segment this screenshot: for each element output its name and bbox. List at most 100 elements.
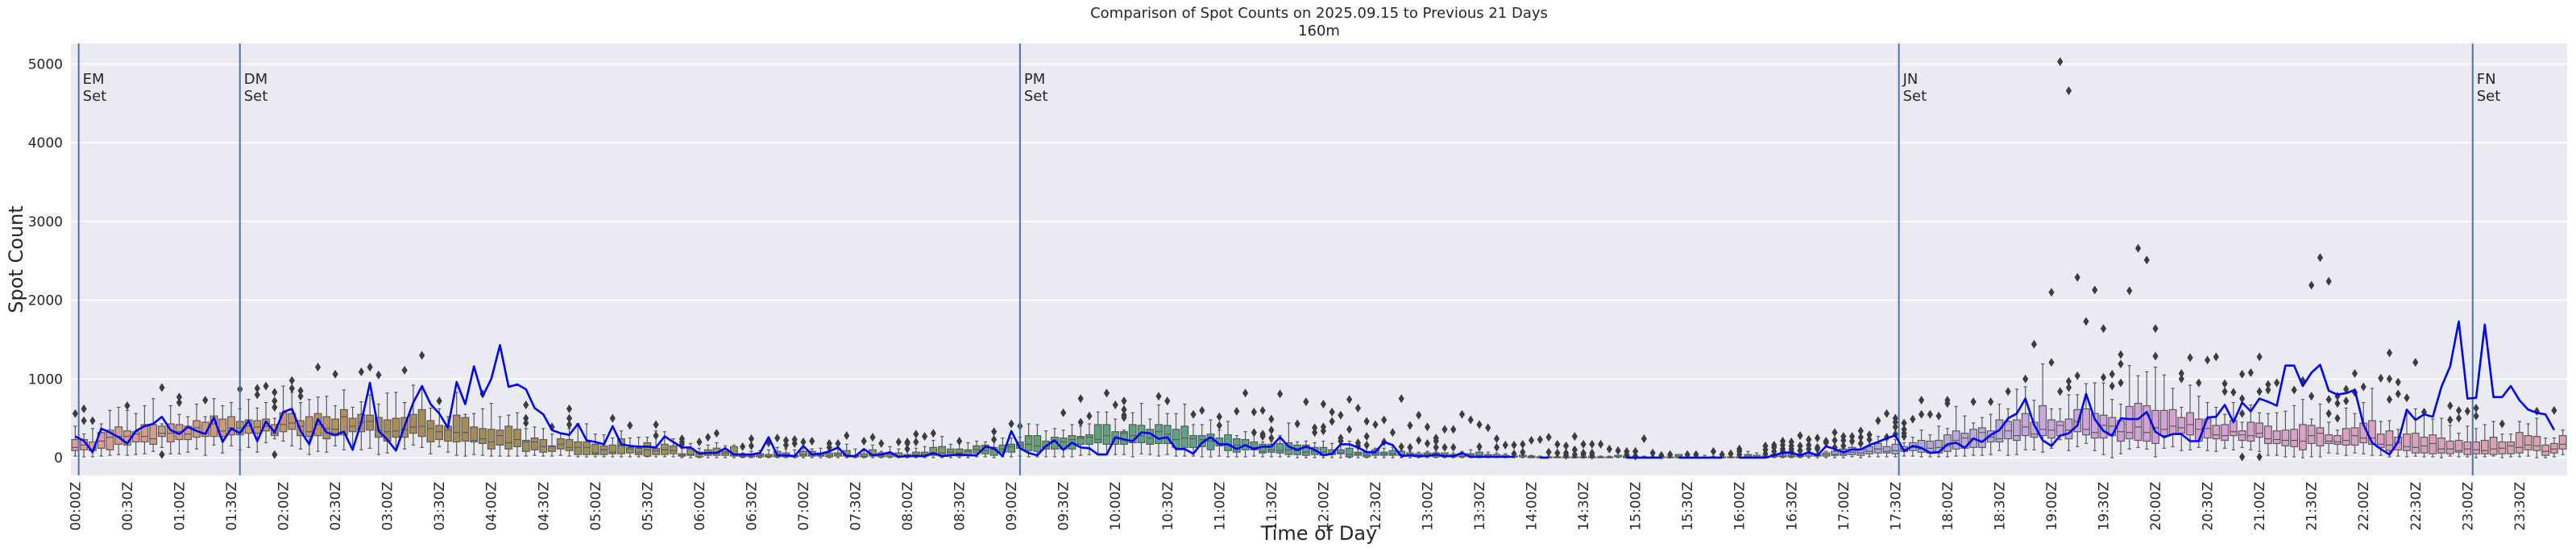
box-iqr	[574, 441, 583, 455]
today-line	[74, 320, 2556, 459]
x-tick-label: 07:00Z	[796, 482, 812, 531]
box-05:30Z	[643, 437, 652, 458]
outlier-point	[1320, 426, 1326, 436]
x-tick-label: 03:30Z	[432, 482, 448, 531]
x-tick-label: 14:00Z	[1524, 482, 1541, 531]
box-03:25Z	[426, 407, 435, 454]
outlier-point	[375, 370, 382, 380]
box-iqr	[2541, 444, 2550, 456]
box-16:50Z	[1822, 450, 1831, 458]
x-axis-label: Time of Day	[1260, 522, 1378, 545]
box-18:35Z	[2004, 408, 2013, 456]
x-tick-label: 15:00Z	[1628, 482, 1645, 531]
outlier-point	[2256, 352, 2263, 362]
x-tick-label: 20:30Z	[2201, 482, 2217, 531]
box-03:40Z	[452, 392, 461, 456]
y-tick-label: 0	[54, 450, 63, 467]
outlier-point	[2065, 383, 2072, 392]
outlier-point	[2386, 374, 2393, 384]
box-iqr	[504, 425, 513, 450]
outlier-point	[1562, 441, 1570, 450]
box-09:10Z	[1024, 423, 1033, 458]
x-tick-label: 23:30Z	[2512, 482, 2528, 531]
outlier-point	[2126, 286, 2133, 296]
outlier-point	[2022, 374, 2029, 384]
box-22:40Z	[2429, 418, 2437, 458]
outlier-point	[1927, 409, 1933, 419]
plot-area	[71, 44, 2567, 475]
box-iqr	[417, 409, 426, 438]
outlier-point	[2118, 350, 2124, 359]
box-iqr	[2255, 422, 2264, 438]
box-iqr	[2143, 404, 2151, 442]
box-04:15Z	[513, 412, 521, 457]
box-iqr	[2385, 430, 2394, 451]
outlier-point	[2065, 376, 2072, 386]
set-line-label: Set	[1024, 88, 1048, 105]
outlier-point	[1970, 397, 1977, 407]
outlier-point	[549, 422, 555, 432]
box-11:30Z	[1267, 440, 1276, 458]
x-tick-label: 06:30Z	[744, 482, 760, 531]
box-02:40Z	[348, 406, 357, 449]
outlier-point	[844, 431, 850, 441]
box-00:30Z	[123, 409, 131, 456]
box-22:15Z	[2385, 420, 2394, 458]
outlier-point	[1589, 450, 1595, 460]
box-00:25Z	[114, 406, 123, 455]
outlier-point	[1199, 405, 1205, 415]
outlier-point	[991, 435, 998, 445]
box-04:25Z	[530, 426, 539, 456]
box-iqr	[530, 437, 539, 450]
box-21:35Z	[2316, 403, 2325, 458]
outlier-point	[1571, 450, 1578, 459]
outlier-point	[1381, 415, 1388, 425]
outlier-point	[748, 441, 755, 450]
box-04:30Z	[539, 428, 548, 457]
box-03:55Z	[479, 408, 487, 456]
outlier-point	[713, 429, 720, 438]
outlier-point	[1797, 431, 1803, 441]
outlier-point	[523, 413, 529, 423]
outlier-point	[1112, 400, 1118, 410]
outlier-point	[1329, 417, 1335, 426]
outlier-point	[1797, 446, 1803, 455]
outlier-point	[2152, 324, 2159, 334]
box-iqr	[2316, 427, 2325, 446]
outlier-point	[1988, 397, 1994, 407]
outlier-point	[1476, 442, 1483, 451]
box-23:20Z	[2498, 433, 2507, 458]
outlier-point	[2221, 379, 2228, 388]
box-iqr	[366, 414, 375, 431]
box-11:05Z	[1224, 421, 1232, 458]
outlier-point	[81, 416, 87, 425]
box-iqr	[479, 428, 487, 445]
outlier-point	[1562, 450, 1570, 460]
x-tick-label: 15:30Z	[1680, 482, 1696, 531]
outlier-point	[1234, 406, 1240, 416]
box-iqr	[2047, 419, 2055, 439]
box-10:30Z	[1163, 413, 1172, 455]
outlier-point	[1502, 440, 1508, 450]
outlier-point	[2178, 368, 2184, 378]
box-iqr	[539, 438, 548, 453]
outlier-point	[1338, 410, 1344, 420]
box-iqr	[149, 424, 158, 446]
box-23:35Z	[2524, 423, 2532, 457]
box-iqr	[2090, 413, 2099, 439]
box-iqr	[2039, 404, 2047, 437]
box-10:40Z	[1180, 403, 1189, 457]
outlier-point	[2395, 389, 2401, 399]
outlier-point	[1571, 432, 1578, 442]
box-iqr	[1873, 442, 1882, 454]
box-iqr	[2472, 441, 2480, 454]
box-iqr	[1388, 450, 1397, 456]
box-19:40Z	[2117, 403, 2125, 454]
box-05:15Z	[617, 430, 625, 458]
x-axis-ticks: 00:00Z 00:30Z 01:00Z 01:30Z 02:00Z 02:30Z 03:0…	[68, 482, 2528, 531]
outlier-point	[1762, 449, 1769, 458]
x-tick-label: 19:30Z	[2097, 482, 2113, 531]
box-iqr	[2376, 433, 2385, 448]
